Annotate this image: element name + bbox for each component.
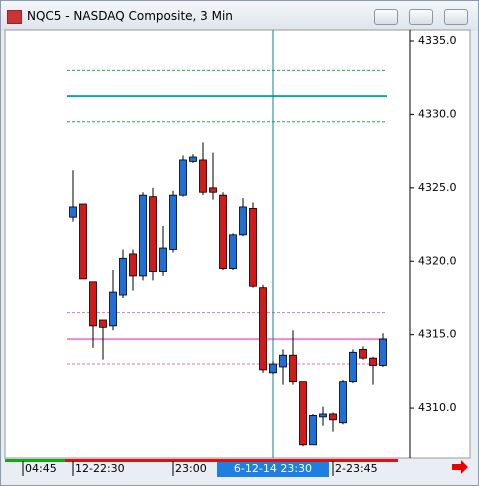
candle-body bbox=[249, 207, 257, 287]
close-button[interactable] bbox=[444, 9, 468, 25]
title-bar: NQC5 - NASDAQ Composite, 3 Min bbox=[1, 1, 478, 31]
candle-body bbox=[209, 187, 217, 193]
window-title: NQC5 - NASDAQ Composite, 3 Min bbox=[27, 9, 233, 23]
candle-body bbox=[329, 413, 337, 421]
candle-body bbox=[199, 159, 207, 193]
candle-body bbox=[139, 194, 147, 277]
app-icon bbox=[7, 10, 22, 24]
candle-body bbox=[149, 196, 157, 272]
crosshair-label: 6-12-14 23:30 bbox=[234, 462, 312, 475]
candle-body bbox=[189, 156, 197, 162]
candle-body bbox=[229, 234, 237, 269]
crosshair-label-bg bbox=[217, 462, 329, 477]
session-bar bbox=[5, 459, 65, 462]
candle-body bbox=[79, 203, 87, 280]
x-tick-label: 23:00 bbox=[175, 462, 207, 475]
candle-body bbox=[279, 354, 287, 368]
candle-body bbox=[179, 159, 187, 196]
candle-body bbox=[359, 348, 367, 359]
session-bar bbox=[65, 459, 398, 462]
candle-body bbox=[69, 206, 77, 218]
minimize-button[interactable] bbox=[374, 9, 398, 25]
x-tick-label: 2-23:45 bbox=[335, 462, 378, 475]
candle-body bbox=[99, 319, 107, 328]
candle-body bbox=[169, 194, 177, 250]
candle-body bbox=[89, 281, 97, 327]
candle-body bbox=[109, 291, 117, 327]
y-tick-label: 4325.0 bbox=[418, 181, 457, 194]
candle-body bbox=[349, 351, 357, 383]
y-tick-label: 4330.0 bbox=[418, 107, 457, 120]
candle-body bbox=[379, 338, 387, 366]
y-tick-label: 4335.0 bbox=[418, 34, 457, 47]
chart-panel bbox=[4, 29, 471, 459]
candle-body bbox=[159, 247, 167, 272]
y-tick-label: 4320.0 bbox=[418, 254, 457, 267]
candle-body bbox=[339, 381, 347, 424]
scroll-arrow[interactable] bbox=[452, 460, 468, 474]
candle-body bbox=[309, 415, 317, 446]
candle-body bbox=[319, 413, 327, 418]
candle-body bbox=[219, 194, 227, 269]
candle-body bbox=[269, 363, 277, 374]
candle-body bbox=[239, 206, 247, 236]
candle-body bbox=[129, 253, 137, 277]
candle-body bbox=[289, 354, 297, 383]
candle-body bbox=[369, 357, 377, 366]
maximize-button[interactable] bbox=[409, 9, 433, 25]
candle-body bbox=[259, 287, 267, 371]
x-tick-label: 12-22:30 bbox=[75, 462, 125, 475]
y-tick-label: 4315.0 bbox=[418, 328, 457, 341]
candle-body bbox=[299, 381, 307, 446]
x-tick-label: 04:45 bbox=[25, 462, 57, 475]
y-tick-label: 4310.0 bbox=[418, 401, 457, 414]
candle-body bbox=[119, 257, 127, 296]
